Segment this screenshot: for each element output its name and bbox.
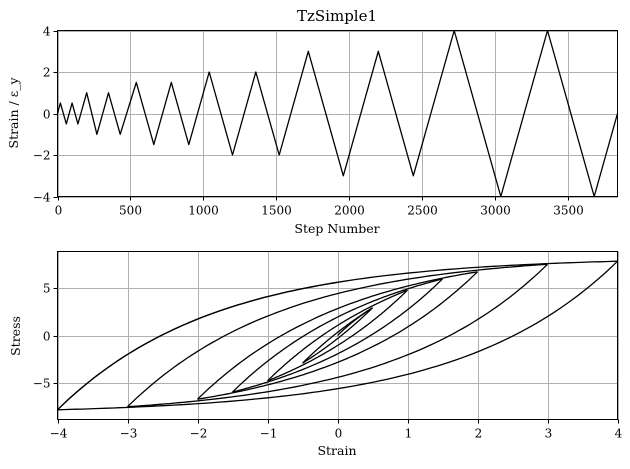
final-reloading-branch: [57, 281, 338, 411]
x-axis-label: Strain: [317, 443, 356, 458]
tick-group: 0 500 1000 1500 2000 2500 3000 3500 −4 −2 0 2 4: [33, 25, 584, 218]
x-tick-label: −4: [50, 427, 68, 441]
x-tick-label: 4: [615, 427, 623, 441]
strain-history-line: [56, 29, 619, 198]
x-tick-label: 3000: [480, 204, 511, 218]
y-tick-label: 4: [43, 25, 51, 39]
x-tick-label: 3: [545, 427, 553, 441]
y-axis-label: Strain / ε_y: [6, 77, 21, 149]
reloading-branch: [127, 263, 548, 408]
reloading-branch: [232, 278, 443, 393]
x-tick-label: 3500: [553, 204, 584, 218]
plot-frame: [57, 30, 618, 197]
unloading-branch: [127, 263, 548, 408]
reloading-branch: [302, 307, 373, 364]
grid: [57, 251, 619, 420]
series-group: [56, 29, 619, 198]
x-tick-label: 2000: [334, 204, 365, 218]
unloading-branch: [57, 260, 618, 411]
y-tick-label: −5: [33, 377, 51, 391]
strain-history-plot: TzSimple1 0 500 1000 1500 2000 2500 3000 3500 −4…: [6, 7, 619, 236]
x-axis-label: Step Number: [294, 221, 379, 236]
unloading-branch: [197, 271, 478, 400]
unloading-branch: [302, 307, 373, 364]
grid: [57, 30, 618, 198]
reloading-branch: [267, 289, 408, 382]
x-tick-label: 1000: [188, 204, 219, 218]
x-tick-label: 1500: [261, 204, 292, 218]
x-tick-label: 500: [119, 204, 142, 218]
x-tick-label: −2: [190, 427, 208, 441]
x-tick-label: −3: [120, 427, 138, 441]
x-tick-label: 2: [475, 427, 483, 441]
y-tick-label: −2: [33, 149, 51, 163]
x-tick-label: 0: [335, 427, 343, 441]
tick-group: −4 −3 −2 −1 0 1 2 3 4 −5 0 5: [33, 282, 623, 441]
y-axis-label: Stress: [8, 316, 23, 356]
unloading-branch: [232, 278, 443, 393]
chart-title: TzSimple1: [297, 7, 377, 25]
y-tick-label: 5: [43, 282, 51, 296]
y-tick-label: 2: [43, 66, 51, 80]
x-tick-label: 1: [405, 427, 413, 441]
y-tick-label: 0: [43, 108, 51, 122]
reloading-branch: [197, 271, 478, 400]
unloading-branch: [267, 289, 408, 382]
x-tick-label: −1: [260, 427, 278, 441]
plot-frame: [57, 251, 618, 420]
x-tick-label: 0: [55, 204, 63, 218]
y-tick-label: 0: [43, 330, 51, 344]
series-group: [57, 260, 618, 411]
x-tick-label: 2500: [407, 204, 438, 218]
stress-strain-plot: −4 −3 −2 −1 0 1 2 3 4 −5 0 5 Strain Stress: [8, 251, 623, 458]
y-tick-label: −4: [33, 191, 51, 205]
